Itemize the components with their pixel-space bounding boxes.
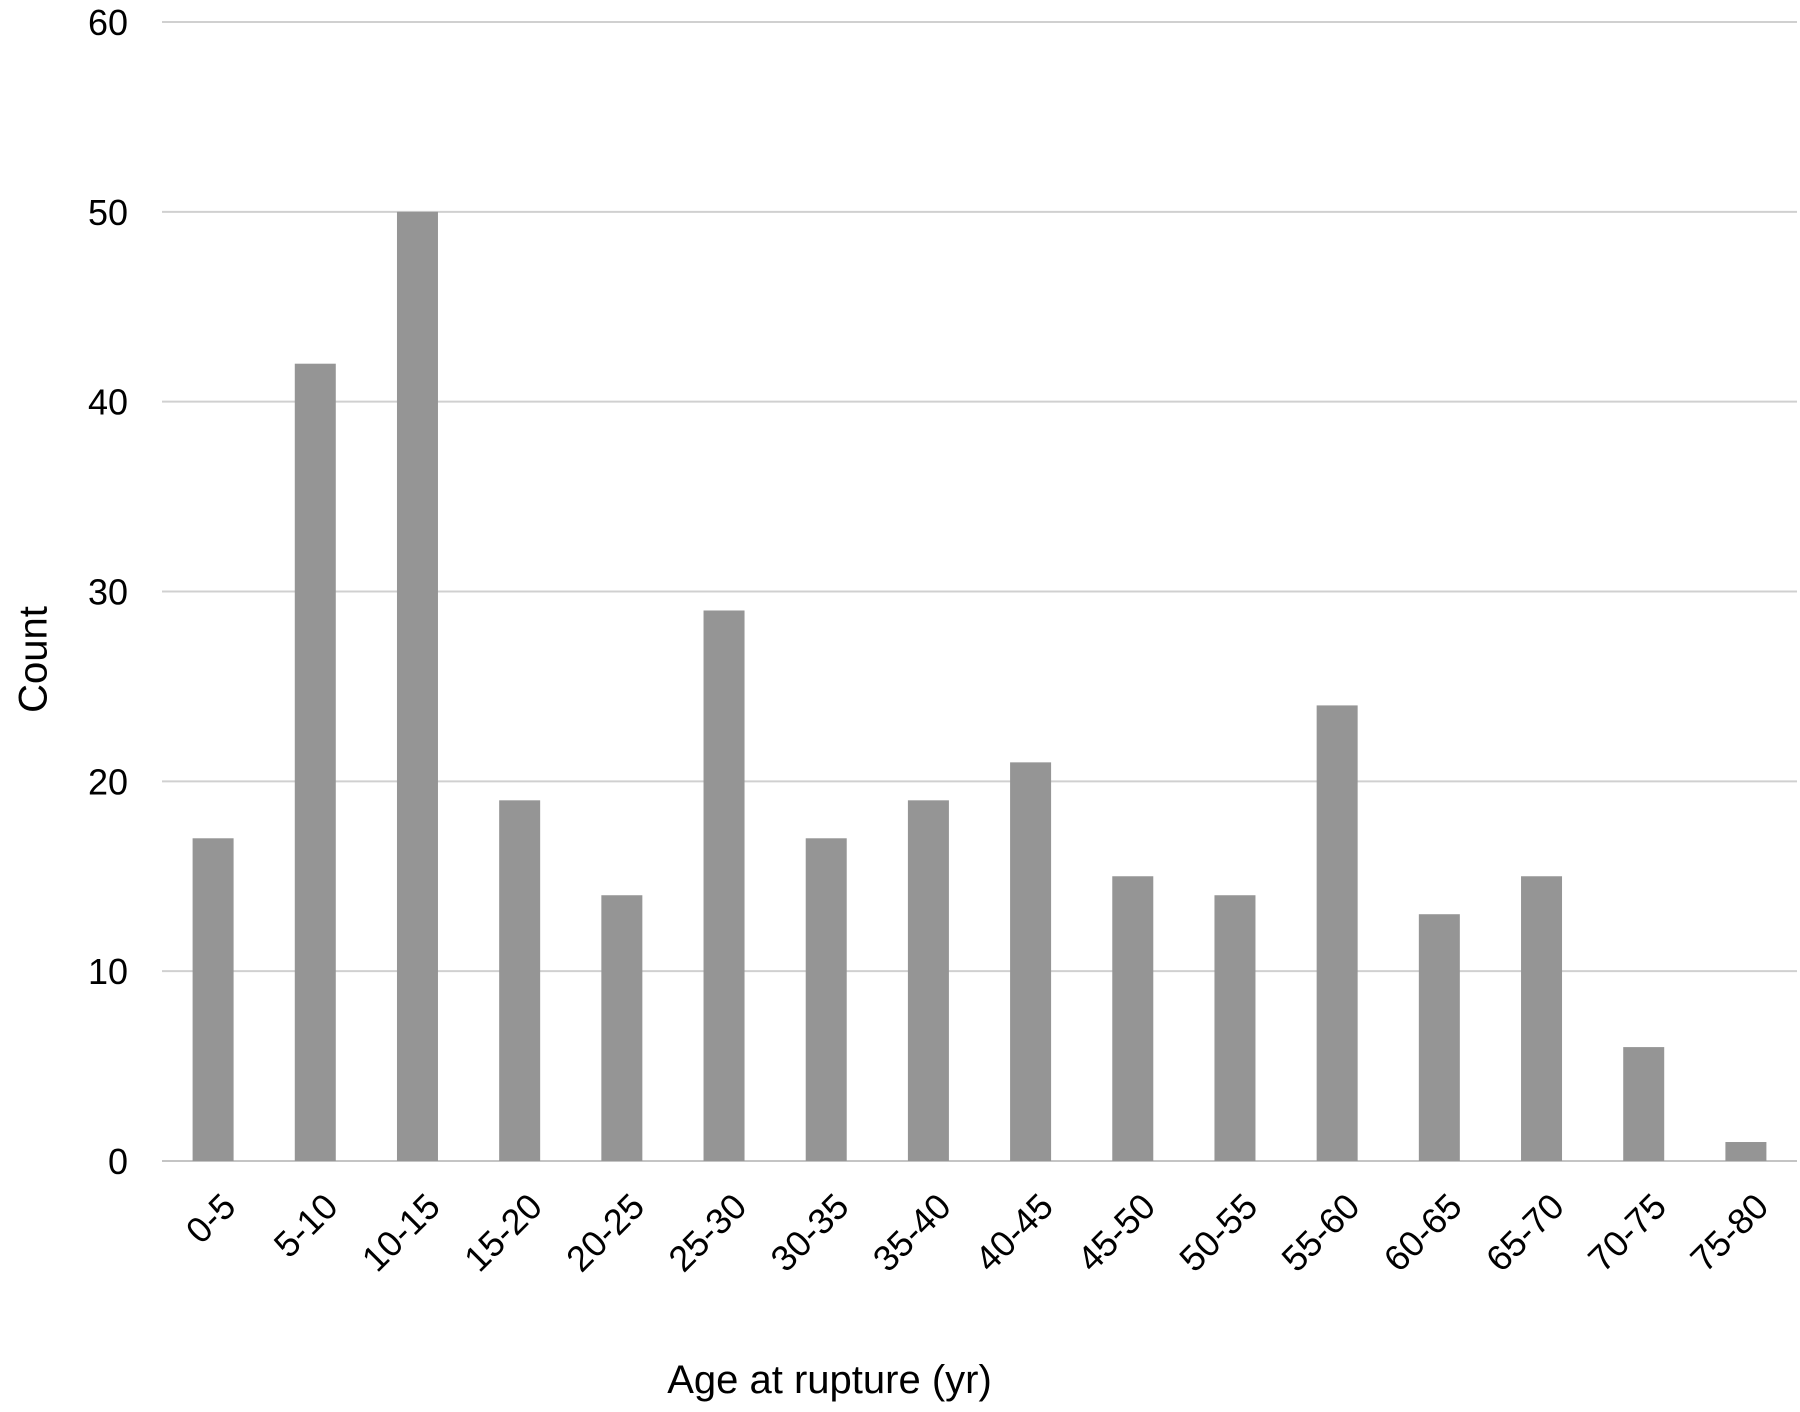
x-tick-label: 15-20 — [456, 1185, 550, 1279]
x-tick-label: 30-35 — [762, 1185, 856, 1279]
x-tick-label: 55-60 — [1273, 1185, 1367, 1279]
x-tick-label: 65-70 — [1478, 1185, 1572, 1279]
bar-65-70 — [1521, 876, 1563, 1161]
bar-10-15 — [396, 211, 438, 1162]
y-tick-label: 10 — [88, 951, 128, 992]
x-tick-label: 20-25 — [558, 1185, 652, 1279]
bar-45-50 — [1112, 876, 1154, 1161]
y-tick-label: 40 — [88, 382, 128, 423]
bar-40-45 — [1010, 762, 1052, 1161]
bar-20-25 — [601, 895, 643, 1161]
x-tick-label: 5-10 — [266, 1185, 346, 1265]
y-tick-label: 0 — [108, 1141, 128, 1182]
x-tick-label: 60-65 — [1376, 1185, 1470, 1279]
bar-5-10 — [294, 363, 336, 1161]
x-tick-label: 35-40 — [865, 1185, 959, 1279]
y-tick-label: 60 — [88, 2, 128, 43]
y-axis-ticks: 0 10 20 30 40 50 60 — [88, 2, 128, 1182]
y-tick-label: 30 — [88, 572, 128, 613]
bar-35-40 — [907, 800, 949, 1161]
x-tick-label: 0-5 — [178, 1185, 244, 1251]
x-tick-label: 10-15 — [354, 1185, 448, 1279]
x-tick-label: 70-75 — [1580, 1185, 1674, 1279]
bar-50-55 — [1214, 895, 1256, 1161]
x-tick-label: 40-45 — [967, 1185, 1061, 1279]
bar-0-5 — [192, 838, 234, 1161]
x-tick-label: 75-80 — [1682, 1185, 1776, 1279]
y-tick-label: 50 — [88, 192, 128, 233]
y-axis-title: Count — [12, 606, 56, 713]
bar-75-80 — [1725, 1142, 1767, 1161]
bar-30-35 — [805, 838, 847, 1161]
bar-70-75 — [1623, 1047, 1665, 1161]
bar-55-60 — [1316, 705, 1358, 1161]
bar-25-30 — [703, 610, 745, 1161]
bar-60-65 — [1418, 914, 1460, 1161]
y-tick-label: 20 — [88, 761, 128, 802]
bars — [192, 211, 1767, 1162]
x-tick-label: 50-55 — [1171, 1185, 1265, 1279]
x-tick-label: 25-30 — [660, 1185, 754, 1279]
x-axis-ticks: 0-5 5-10 10-15 15-20 20-25 25-30 30-35 35-40 40-… — [178, 1185, 1777, 1279]
x-tick-label: 45-50 — [1069, 1185, 1163, 1279]
x-axis-title: Age at rupture (yr) — [667, 1358, 992, 1402]
bar-15-20 — [499, 800, 541, 1161]
